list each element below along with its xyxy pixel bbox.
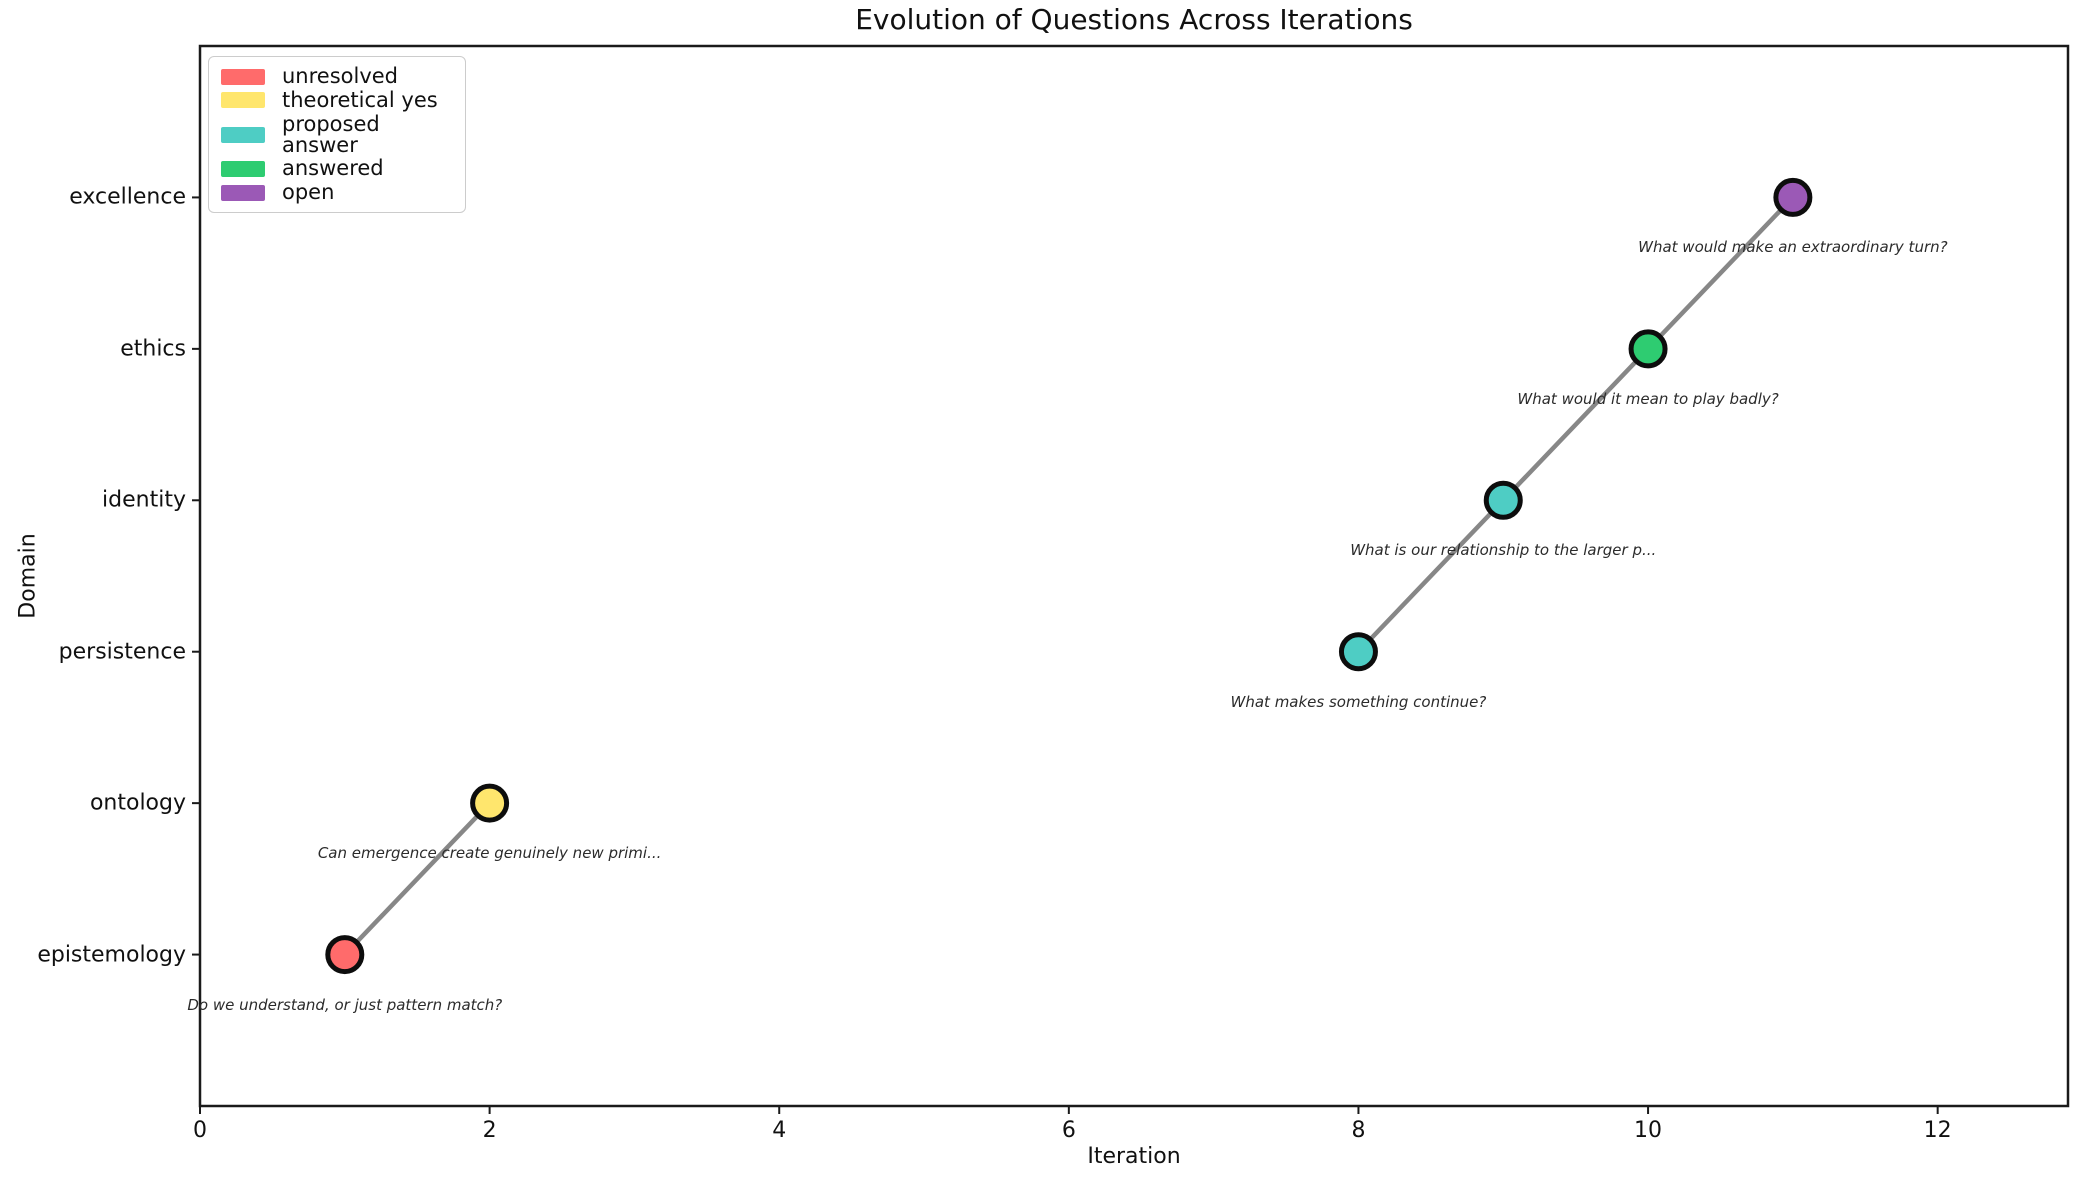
y-tick-label: epistemology [37,942,186,968]
legend-item: proposed answer [221,111,453,157]
y-tick-label: persistence [58,639,186,665]
legend-label: theoretical yes [282,87,438,112]
chart-title: Evolution of Questions Across Iterations [855,3,1413,36]
legend-swatch-icon [221,160,265,177]
x-axis-label: Iteration [1087,1144,1181,1169]
data-point-epistemology [325,935,365,975]
data-point-identity [1483,480,1523,520]
y-tick-label: ethics [120,336,186,362]
point-annotation: What would make an extraordinary turn? [1638,238,1948,257]
data-point-ethics [1628,329,1668,369]
point-annotation: What would it mean to play badly? [1517,389,1779,408]
point-annotation: What is our relationship to the larger p… [1350,541,1657,560]
legend-label: open [282,180,335,204]
legend-label: proposed answer [282,111,380,157]
legend-item: theoretical yes [221,87,453,112]
y-tick-label: identity [102,487,186,513]
legend-swatch-icon [221,184,265,201]
point-annotation: Do we understand, or just pattern match? [187,995,503,1014]
data-point-ontology [470,783,510,823]
x-tick-label: 6 [1061,1118,1076,1143]
data-point-excellence [1773,177,1813,217]
y-tick-label: ontology [89,790,186,816]
x-tick-label: 4 [772,1118,787,1143]
legend-label: unresolved [282,64,399,88]
plot-border [198,44,2070,1108]
legend-item: answered [221,158,453,179]
x-tick-label: 10 [1634,1118,1663,1143]
x-tick-label: 0 [193,1118,207,1143]
legend-swatch-icon [221,68,265,85]
legend-item: open [221,182,453,203]
legend-swatch-icon [221,126,265,143]
x-tick-label: 12 [1923,1118,1952,1143]
point-annotation: What makes something continue? [1230,692,1487,711]
legend-swatch-icon [221,92,265,109]
trajectory-line [1356,195,1795,654]
legend-item: unresolved [221,66,453,87]
x-tick-label: 8 [1351,1118,1366,1143]
legend-label: answered [282,156,384,181]
point-annotation: Can emergence create genuinely new primi… [317,844,662,863]
trajectory-line [343,801,492,957]
legend: unresolved theoretical yes proposed answer… [208,56,466,213]
y-tick-label: excellence [69,184,186,210]
x-tick-label: 2 [482,1118,497,1143]
y-axis-label: Domain [15,533,41,619]
data-point-persistence [1338,632,1378,672]
